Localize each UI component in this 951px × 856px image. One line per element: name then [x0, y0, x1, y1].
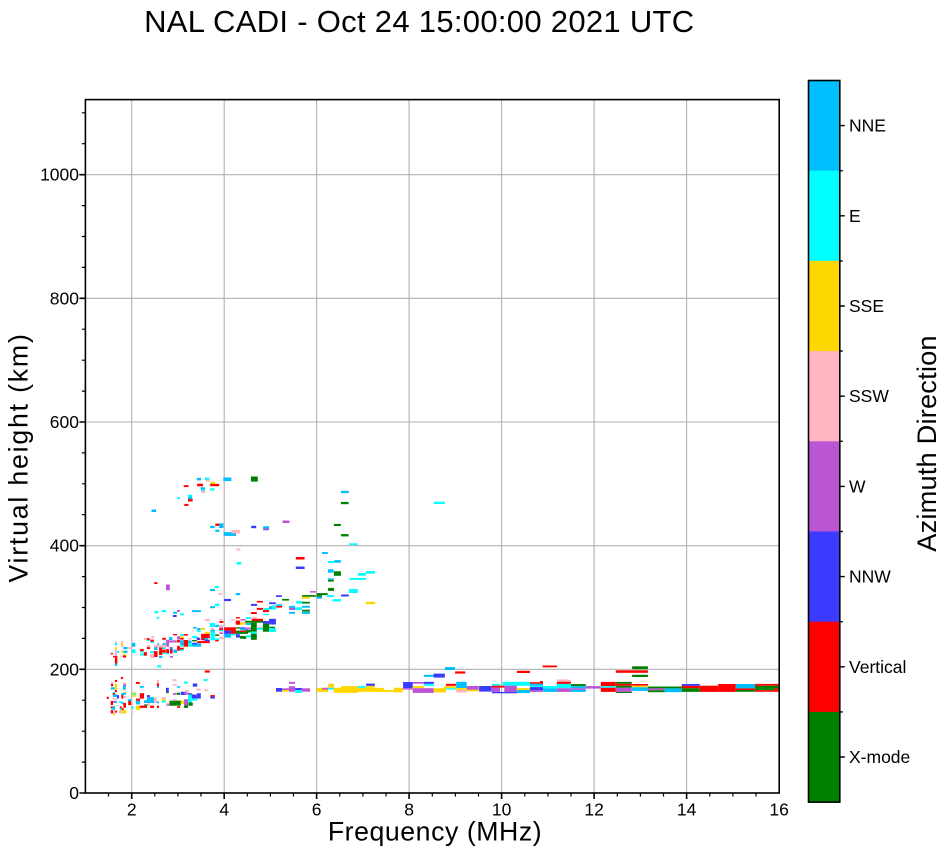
svg-text:12: 12 [584, 800, 603, 820]
svg-text:NNW: NNW [849, 567, 891, 587]
svg-text:Azimuth Direction: Azimuth Direction [911, 335, 942, 551]
svg-text:10: 10 [492, 800, 512, 820]
svg-text:Vertical: Vertical [849, 657, 906, 677]
svg-text:16: 16 [769, 800, 788, 820]
svg-text:800: 800 [50, 288, 79, 308]
svg-text:6: 6 [312, 800, 322, 820]
svg-text:E: E [849, 206, 861, 226]
svg-text:Virtual height (km): Virtual height (km) [4, 332, 34, 582]
svg-text:Frequency (MHz): Frequency (MHz) [328, 817, 542, 847]
svg-text:SSW: SSW [849, 386, 889, 406]
svg-text:14: 14 [677, 800, 697, 820]
svg-text:1000: 1000 [40, 165, 79, 185]
svg-text:SSE: SSE [849, 296, 884, 316]
svg-text:NAL CADI - Oct 24 15:00:00 202: NAL CADI - Oct 24 15:00:00 2021 UTC [144, 4, 694, 39]
svg-text:0: 0 [69, 783, 79, 803]
svg-text:200: 200 [50, 659, 79, 679]
svg-text:NNE: NNE [849, 116, 886, 136]
svg-text:600: 600 [50, 412, 79, 432]
svg-text:X-mode: X-mode [849, 747, 910, 767]
svg-text:W: W [849, 476, 866, 496]
svg-text:4: 4 [219, 800, 229, 820]
svg-text:8: 8 [404, 800, 414, 820]
svg-text:2: 2 [127, 800, 137, 820]
svg-text:400: 400 [50, 536, 79, 556]
